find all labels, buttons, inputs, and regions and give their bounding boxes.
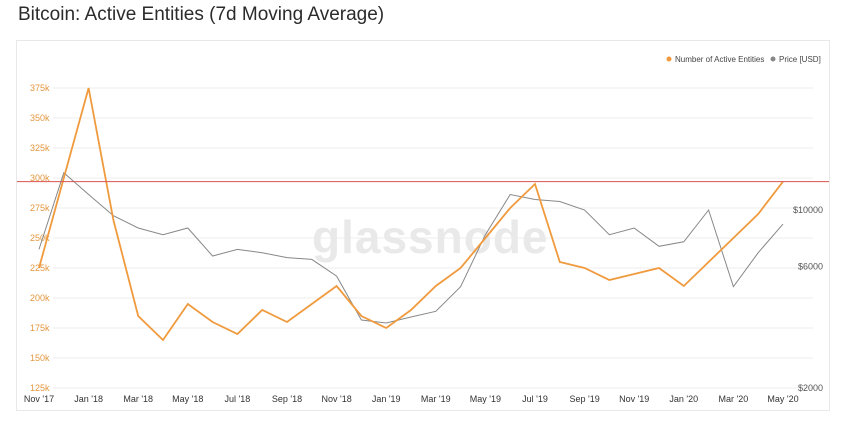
x-axis: Nov '17 Jan '18 Mar '18 May '18 Jul '18 Sep '… — [24, 394, 799, 404]
y-tick-label: 125k — [30, 383, 50, 393]
grid — [53, 87, 813, 389]
x-tick-label: Jan '19 — [372, 394, 401, 404]
y-tick-label: 375k — [30, 83, 50, 93]
page-title: Bitcoin: Active Entities (7d Moving Aver… — [18, 4, 385, 25]
x-tick-label: Jan '18 — [74, 394, 103, 404]
plot-lines — [17, 87, 829, 342]
x-tick-label: May '19 — [470, 394, 501, 404]
y2-tick-label: $10000 — [793, 205, 823, 215]
y-tick-label: 325k — [30, 143, 50, 153]
y-tick-label: 150k — [30, 353, 50, 363]
y-tick-label: 300k — [30, 173, 50, 183]
legend-label-entities[interactable]: Number of Active Entities — [675, 55, 764, 64]
x-tick-label: Sep '19 — [569, 394, 599, 404]
x-tick-label: Jul '19 — [522, 394, 548, 404]
legend-marker-entities — [666, 56, 672, 62]
y2-tick-label: $6000 — [798, 261, 823, 271]
y-tick-label: 250k — [30, 233, 50, 243]
y2-tick-label: $2000 — [798, 383, 823, 393]
y-tick-label: 275k — [30, 203, 50, 213]
y-tick-label: 175k — [30, 323, 50, 333]
chart-frame: glassnode 125k 150k 175k 200k 225k 250k 275k 30… — [16, 40, 830, 411]
x-tick-label: Jan '20 — [669, 394, 698, 404]
x-tick-label: Mar '20 — [719, 394, 749, 404]
chart-svg: glassnode 125k 150k 175k 200k 225k 250k 275k 30… — [17, 55, 829, 404]
x-tick-label: Sep '18 — [272, 394, 302, 404]
watermark: glassnode — [312, 211, 549, 263]
legend[interactable]: Number of Active Entities Price [USD] — [666, 55, 821, 64]
y-tick-label: 350k — [30, 113, 50, 123]
y-axis-right: $2000 $6000 $10000 — [793, 205, 823, 393]
y-tick-label: 225k — [30, 263, 50, 273]
x-tick-label: May '18 — [172, 394, 203, 404]
x-tick-label: Mar '19 — [421, 394, 451, 404]
x-tick-label: Nov '19 — [619, 394, 649, 404]
active-entities-series-line — [38, 87, 784, 342]
legend-label-price[interactable]: Price [USD] — [779, 55, 821, 64]
x-tick-label: Nov '17 — [24, 394, 54, 404]
x-tick-label: Jul '18 — [225, 394, 251, 404]
x-tick-label: Mar '18 — [123, 394, 153, 404]
y-tick-label: 200k — [30, 293, 50, 303]
y-axis-left: 125k 150k 175k 200k 225k 250k 275k 300k 325k 350k… — [30, 83, 50, 393]
legend-marker-price — [770, 56, 776, 62]
x-tick-label: Nov '18 — [321, 394, 351, 404]
price-series-line — [38, 171, 784, 324]
x-tick-label: May '20 — [767, 394, 798, 404]
